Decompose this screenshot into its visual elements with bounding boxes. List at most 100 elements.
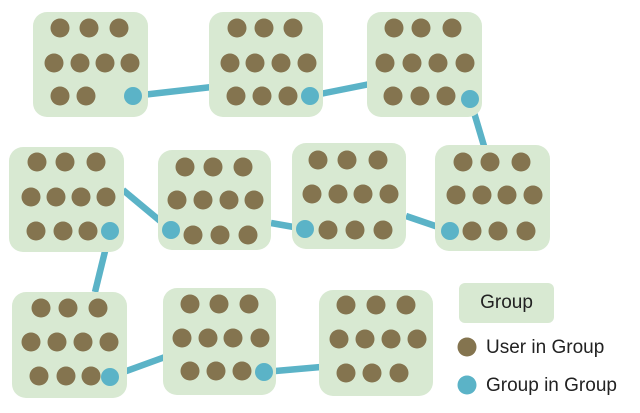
user-node: [232, 361, 252, 381]
group-7: [435, 145, 550, 251]
user-node: [226, 86, 246, 106]
user-node: [21, 332, 41, 352]
user-node: [209, 294, 229, 314]
user-node: [271, 53, 291, 73]
user-node: [472, 185, 492, 205]
user-node: [379, 184, 399, 204]
user-node: [384, 18, 404, 38]
user-node: [21, 187, 41, 207]
user-node: [497, 185, 517, 205]
user-node: [78, 221, 98, 241]
group-in-group-node: [101, 222, 119, 240]
user-node: [329, 329, 349, 349]
user-node: [27, 152, 47, 172]
user-node: [109, 18, 129, 38]
user-node: [88, 298, 108, 318]
user-node: [76, 86, 96, 106]
legend-group-in-group-label: Group in Group: [486, 375, 617, 396]
user-node: [383, 86, 403, 106]
group-3: [367, 12, 482, 117]
user-node: [50, 86, 70, 106]
legend-group-swatch: [459, 283, 554, 323]
user-node: [44, 53, 64, 73]
user-node: [362, 363, 382, 383]
user-node: [436, 86, 456, 106]
user-node: [337, 150, 357, 170]
user-node: [455, 53, 475, 73]
legend: [457, 283, 554, 395]
user-node: [402, 53, 422, 73]
user-node: [254, 18, 274, 38]
user-node: [308, 150, 328, 170]
legend-user-swatch: [457, 337, 477, 357]
user-node: [411, 18, 431, 38]
user-node: [47, 332, 67, 352]
user-node: [453, 152, 473, 172]
user-node: [511, 152, 531, 172]
group-in-group-node: [301, 87, 319, 105]
user-node: [172, 328, 192, 348]
user-node: [203, 157, 223, 177]
group-4: [9, 147, 124, 252]
user-node: [26, 221, 46, 241]
group-in-group-node: [441, 222, 459, 240]
user-node: [328, 184, 348, 204]
user-node: [99, 332, 119, 352]
user-node: [278, 86, 298, 106]
user-node: [442, 18, 462, 38]
group-in-group-node: [296, 220, 314, 238]
user-node: [302, 184, 322, 204]
user-node: [120, 53, 140, 73]
group-1: [33, 12, 148, 117]
user-node: [95, 53, 115, 73]
user-node: [233, 157, 253, 177]
user-node: [96, 187, 116, 207]
user-node: [318, 220, 338, 240]
user-node: [366, 295, 386, 315]
user-node: [220, 53, 240, 73]
legend-group-in-group-swatch: [457, 375, 477, 395]
user-node: [86, 152, 106, 172]
group-in-group-node: [255, 363, 273, 381]
user-node: [488, 221, 508, 241]
user-node: [210, 225, 230, 245]
user-node: [283, 18, 303, 38]
group-9: [163, 288, 276, 395]
user-node: [373, 220, 393, 240]
user-node: [353, 184, 373, 204]
user-node: [223, 328, 243, 348]
user-node: [480, 152, 500, 172]
user-node: [428, 53, 448, 73]
user-node: [523, 185, 543, 205]
user-node: [355, 329, 375, 349]
user-node: [345, 220, 365, 240]
user-node: [227, 18, 247, 38]
user-node: [46, 187, 66, 207]
group-in-group-node: [101, 368, 119, 386]
user-node: [219, 190, 239, 210]
user-node: [53, 221, 73, 241]
user-node: [244, 190, 264, 210]
user-node: [175, 157, 195, 177]
group-2: [209, 12, 323, 117]
user-node: [381, 329, 401, 349]
user-node: [58, 298, 78, 318]
user-node: [238, 225, 258, 245]
group-in-group-node: [124, 87, 142, 105]
user-node: [73, 332, 93, 352]
group-10: [319, 290, 433, 396]
user-node: [79, 18, 99, 38]
user-node: [410, 86, 430, 106]
user-node: [250, 328, 270, 348]
group-in-group-nodes: [101, 87, 479, 386]
user-node: [462, 221, 482, 241]
user-node: [389, 363, 409, 383]
user-node: [50, 18, 70, 38]
user-node: [336, 363, 356, 383]
user-node: [206, 361, 226, 381]
user-node: [55, 152, 75, 172]
user-node: [297, 53, 317, 73]
user-node: [368, 150, 388, 170]
group-in-group-node: [162, 221, 180, 239]
user-node: [71, 187, 91, 207]
